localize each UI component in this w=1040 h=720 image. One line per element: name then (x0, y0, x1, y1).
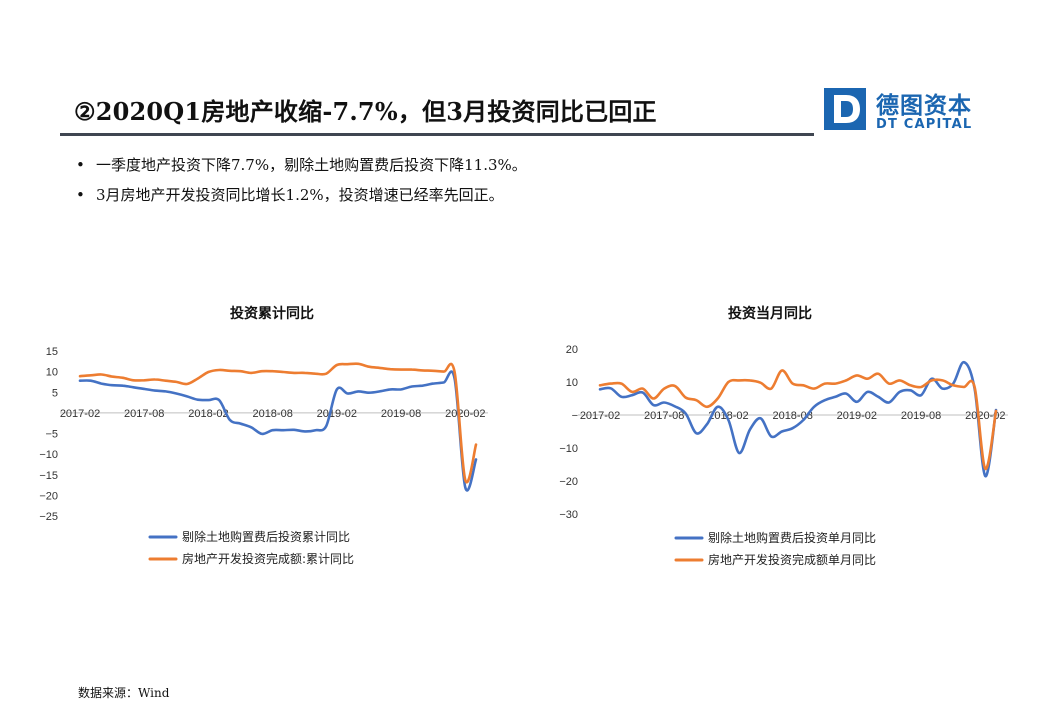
brand-logo: 德图资本 DT CAPITAL (824, 86, 984, 136)
bullet-item: • 一季度地产投资下降7.7%，剔除土地购置费后投资下降11.3%。 (74, 150, 527, 180)
cumulative-yoy-chart: 15 10 5 −5 −10 −15 −20 −25 2017-02 2017-08 2018-02… (39, 346, 488, 566)
y-tick-label: 15 (46, 346, 58, 358)
series-line-2 (78, 362, 478, 484)
series-line-2 (598, 369, 998, 471)
y-tick-label: −10 (559, 443, 578, 455)
x-tick-label: 2018-02 (708, 410, 748, 422)
legend-label: 剔除土地购置费后投资累计同比 (182, 529, 350, 544)
y-tick-label: 10 (566, 377, 578, 389)
x-tick-label: 2019-02 (837, 410, 877, 422)
x-tick-label: 2020-02 (965, 410, 1005, 422)
y-tick-label: −25 (39, 511, 58, 523)
y-tick-label: −10 (39, 449, 58, 461)
title-divider (60, 133, 814, 136)
bullet-dot: • (76, 186, 85, 204)
bullet-text: 3月房地产开发投资同比增长1.2%，投资增速已经率先回正。 (96, 186, 504, 204)
y-tick-label: 20 (566, 344, 578, 356)
page-title: ②2020Q1房地产收缩-7.7%，但3月投资同比已回正 (74, 97, 657, 126)
x-tick-label: 2017-08 (124, 408, 164, 420)
legend-label: 剔除土地购置费后投资单月同比 (708, 530, 876, 545)
y-tick-label: 10 (46, 367, 58, 379)
x-tick-label: 2019-02 (317, 408, 357, 420)
bullet-text: 一季度地产投资下降7.7%，剔除土地购置费后投资下降11.3%。 (96, 156, 527, 174)
chart-2-title: 投资当月同比 (728, 306, 812, 322)
chart-1-title: 投资累计同比 (230, 306, 314, 322)
y-tick-label: −20 (39, 490, 58, 502)
legend-label: 房地产开发投资完成额单月同比 (708, 552, 876, 567)
y-tick-label: 5 (52, 387, 58, 399)
y-tick-label: −30 (559, 509, 578, 521)
logo-text-en: DT CAPITAL (876, 117, 973, 132)
y-tick-label: − (572, 410, 578, 422)
legend-label: 房地产开发投资完成额:累计同比 (182, 551, 354, 566)
series-line-1 (78, 370, 478, 492)
y-tick-label: −20 (559, 476, 578, 488)
bullet-item: • 3月房地产开发投资同比增长1.2%，投资增速已经率先回正。 (74, 180, 527, 210)
logo-text-cn: 德图资本 (876, 93, 972, 119)
x-tick-label: 2020-02 (445, 408, 485, 420)
logo-mark-icon (824, 88, 866, 130)
x-tick-label: 2019-08 (901, 410, 941, 422)
x-tick-label: 2017-02 (60, 408, 100, 420)
data-source: 数据来源：Wind (78, 686, 170, 700)
y-tick-label: −15 (39, 470, 58, 482)
x-tick-label: 2018-02 (188, 408, 228, 420)
x-tick-label: 2017-08 (644, 410, 684, 422)
x-tick-label: 2019-08 (381, 408, 421, 420)
y-tick-label: −5 (45, 429, 58, 441)
bullet-list: • 一季度地产投资下降7.7%，剔除土地购置费后投资下降11.3%。 • 3月房地产… (74, 150, 527, 210)
bullet-dot: • (76, 156, 85, 174)
series-line-1 (598, 360, 998, 478)
x-tick-label: 2018-08 (252, 408, 292, 420)
x-tick-label: 2017-02 (580, 410, 620, 422)
